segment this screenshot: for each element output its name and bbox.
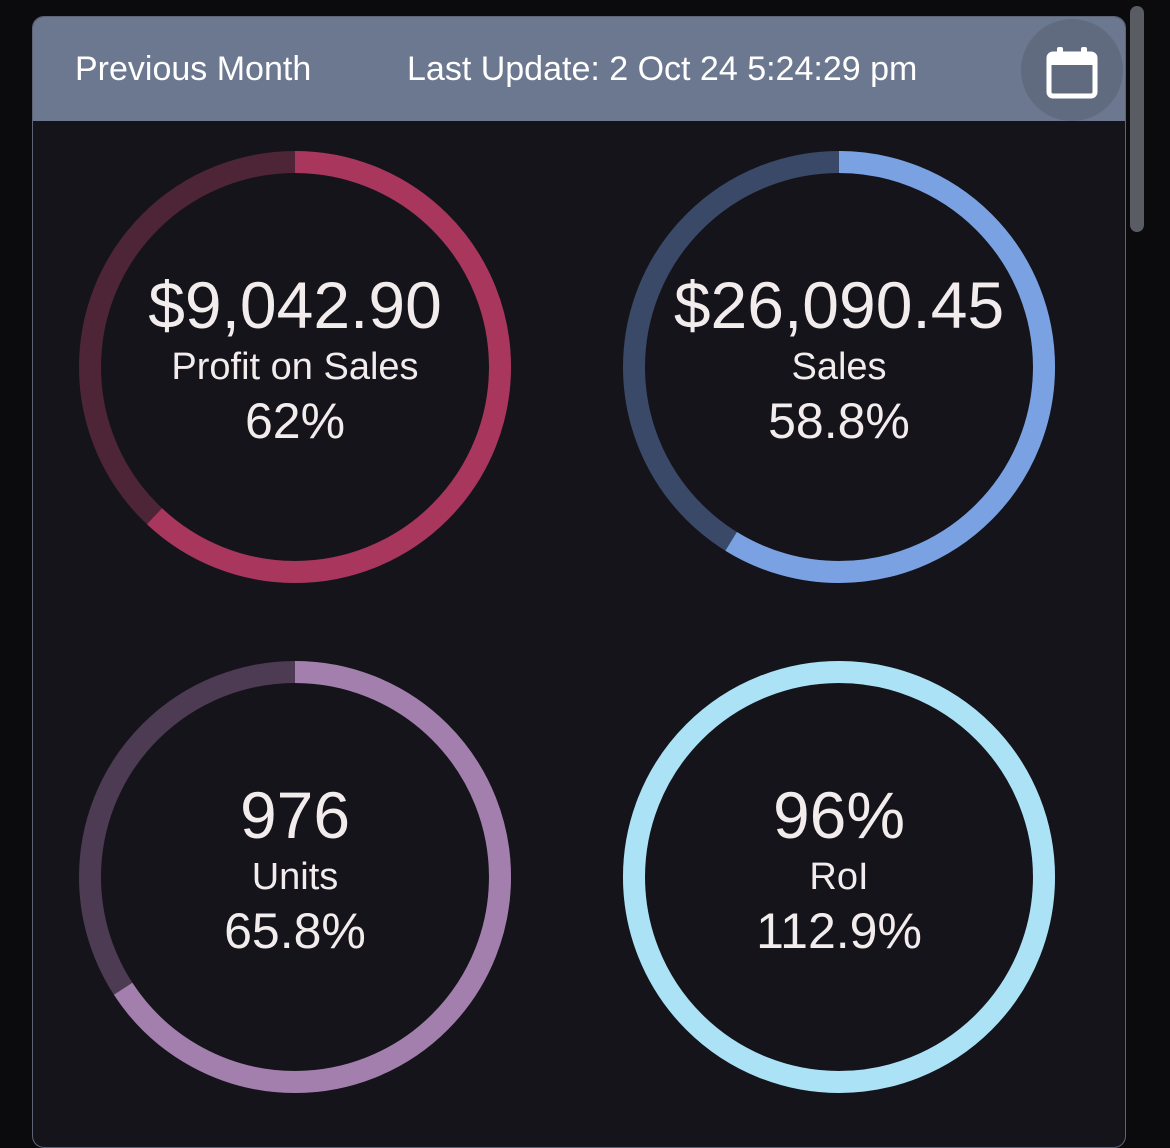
panel-header: Previous Month Last Update: 2 Oct 24 5:2…: [33, 17, 1125, 121]
metric-percent: 112.9%: [756, 903, 922, 959]
scrollbar-thumb[interactable]: [1130, 6, 1144, 232]
gauge-progress-arc: [623, 661, 1055, 1093]
dashboard-panel: Previous Month Last Update: 2 Oct 24 5:2…: [32, 16, 1126, 1148]
metric-percent: 65.8%: [224, 903, 366, 959]
metric-label: RoI: [809, 856, 869, 898]
metric-value: $26,090.45: [673, 268, 1005, 342]
gauge-sales[interactable]: $26,090.45 Sales 58.8%: [619, 147, 1059, 587]
metric-label: Sales: [791, 346, 887, 388]
calendar-icon: [1046, 47, 1098, 99]
period-label[interactable]: Previous Month: [75, 50, 312, 88]
metric-value: 96%: [772, 778, 906, 852]
calendar-button[interactable]: [1021, 19, 1123, 121]
metric-value: $9,042.90: [148, 268, 442, 342]
metric-percent: 62%: [244, 393, 346, 449]
gauge-progress-arc: [79, 151, 511, 583]
gauge-units[interactable]: 976 Units 65.8%: [75, 657, 515, 1097]
metric-label: Profit on Sales: [171, 346, 419, 388]
last-update-text: Last Update: 2 Oct 24 5:24:29 pm: [407, 50, 918, 88]
gauge-profit[interactable]: $9,042.90 Profit on Sales 62%: [75, 147, 515, 587]
metric-percent: 58.8%: [768, 393, 910, 449]
gauge-progress-arc: [623, 151, 1055, 583]
gauge-roi[interactable]: 96% RoI 112.9%: [619, 657, 1059, 1097]
gauge-progress-arc: [79, 661, 511, 1093]
metric-label: Units: [251, 856, 339, 898]
metric-value: 976: [239, 778, 351, 852]
